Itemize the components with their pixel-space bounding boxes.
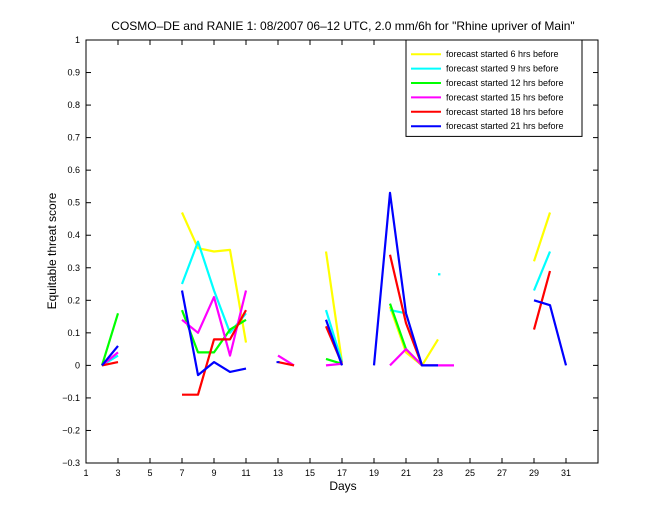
y-tick-label: −0.1 [62,393,80,403]
x-tick-label: 3 [115,468,120,478]
legend-label: forecast started 15 hrs before [446,92,564,102]
x-tick-label: 11 [241,468,250,478]
x-tick-label: 21 [401,468,411,478]
y-tick-label: −0.2 [62,425,80,435]
series-line [532,270,552,330]
y-tick-label: 0 [75,360,80,370]
y-tick-label: −0.3 [62,458,80,468]
legend-label: forecast started 6 hrs before [446,49,559,59]
series-layer [100,191,568,396]
legend-label: forecast started 12 hrs before [446,78,564,88]
x-tick-label: 29 [529,468,539,478]
series-line [180,309,247,354]
y-tick-label: 1 [75,35,80,45]
x-tick-label: 7 [179,468,184,478]
x-tick-label: 1 [83,468,88,478]
series-line [181,290,248,357]
x-tick-label: 9 [211,468,216,478]
legend-item: forecast started 18 hrs before [411,107,564,117]
series-line [277,361,295,367]
series-line [324,319,344,366]
x-tick-label: 5 [147,468,152,478]
series-line [372,191,438,367]
legend-item: forecast started 9 hrs before [411,64,559,74]
series-6 [101,191,568,377]
series-line [100,312,120,366]
series-line [532,251,552,291]
y-tick-label: 0.2 [67,295,80,305]
series-line [101,345,119,367]
legend-label: forecast started 21 hrs before [446,121,564,131]
legend-item: forecast started 6 hrs before [411,49,559,59]
x-tick-label: 25 [465,468,475,478]
series-line [533,299,568,366]
series-line [101,361,119,367]
legend-label: forecast started 9 hrs before [446,64,559,74]
x-tick-label: 19 [369,468,379,478]
x-tick-label: 17 [337,468,347,478]
series-line [180,290,247,377]
y-axis: −0.3 −0.2 −0.1 0 0.1 0.2 0.3 0.4 0.5 0.6 0.7 0.8 0.9… [62,35,598,468]
x-tick-label: 23 [433,468,443,478]
y-tick-label: 0.3 [67,263,80,273]
x-axis-label: Days [329,479,356,493]
y-tick-label: 0.1 [67,328,80,338]
legend-box [405,39,583,137]
legend: forecast started 6 hrs before forecast st… [405,39,583,137]
series-line [182,309,247,396]
y-tick-label: 0.6 [67,165,80,175]
legend-item: forecast started 21 hrs before [411,121,564,131]
legend-item: forecast started 15 hrs before [411,92,564,102]
y-tick-label: 0.9 [67,68,80,78]
chart-title: COSMO–DE and RANIE 1: 08/2007 06–12 UTC,… [111,19,574,33]
y-tick-label: 0.8 [67,100,80,110]
y-axis-label: Equitable threat score [45,192,59,309]
series-line [324,251,344,363]
y-tick-label: 0.7 [67,133,80,143]
y-tick-label: 0.5 [67,198,80,208]
series-line [324,309,344,363]
x-tick-label: 15 [305,468,315,478]
x-tick-label: 27 [497,468,507,478]
x-tick-label: 13 [273,468,283,478]
series-line [180,212,248,343]
series-line [325,362,343,367]
y-tick-label: 0.4 [67,230,80,240]
x-tick-label: 31 [561,468,571,478]
series-line [532,212,552,262]
legend-label: forecast started 18 hrs before [446,107,564,117]
legend-item: forecast started 12 hrs before [411,78,564,88]
